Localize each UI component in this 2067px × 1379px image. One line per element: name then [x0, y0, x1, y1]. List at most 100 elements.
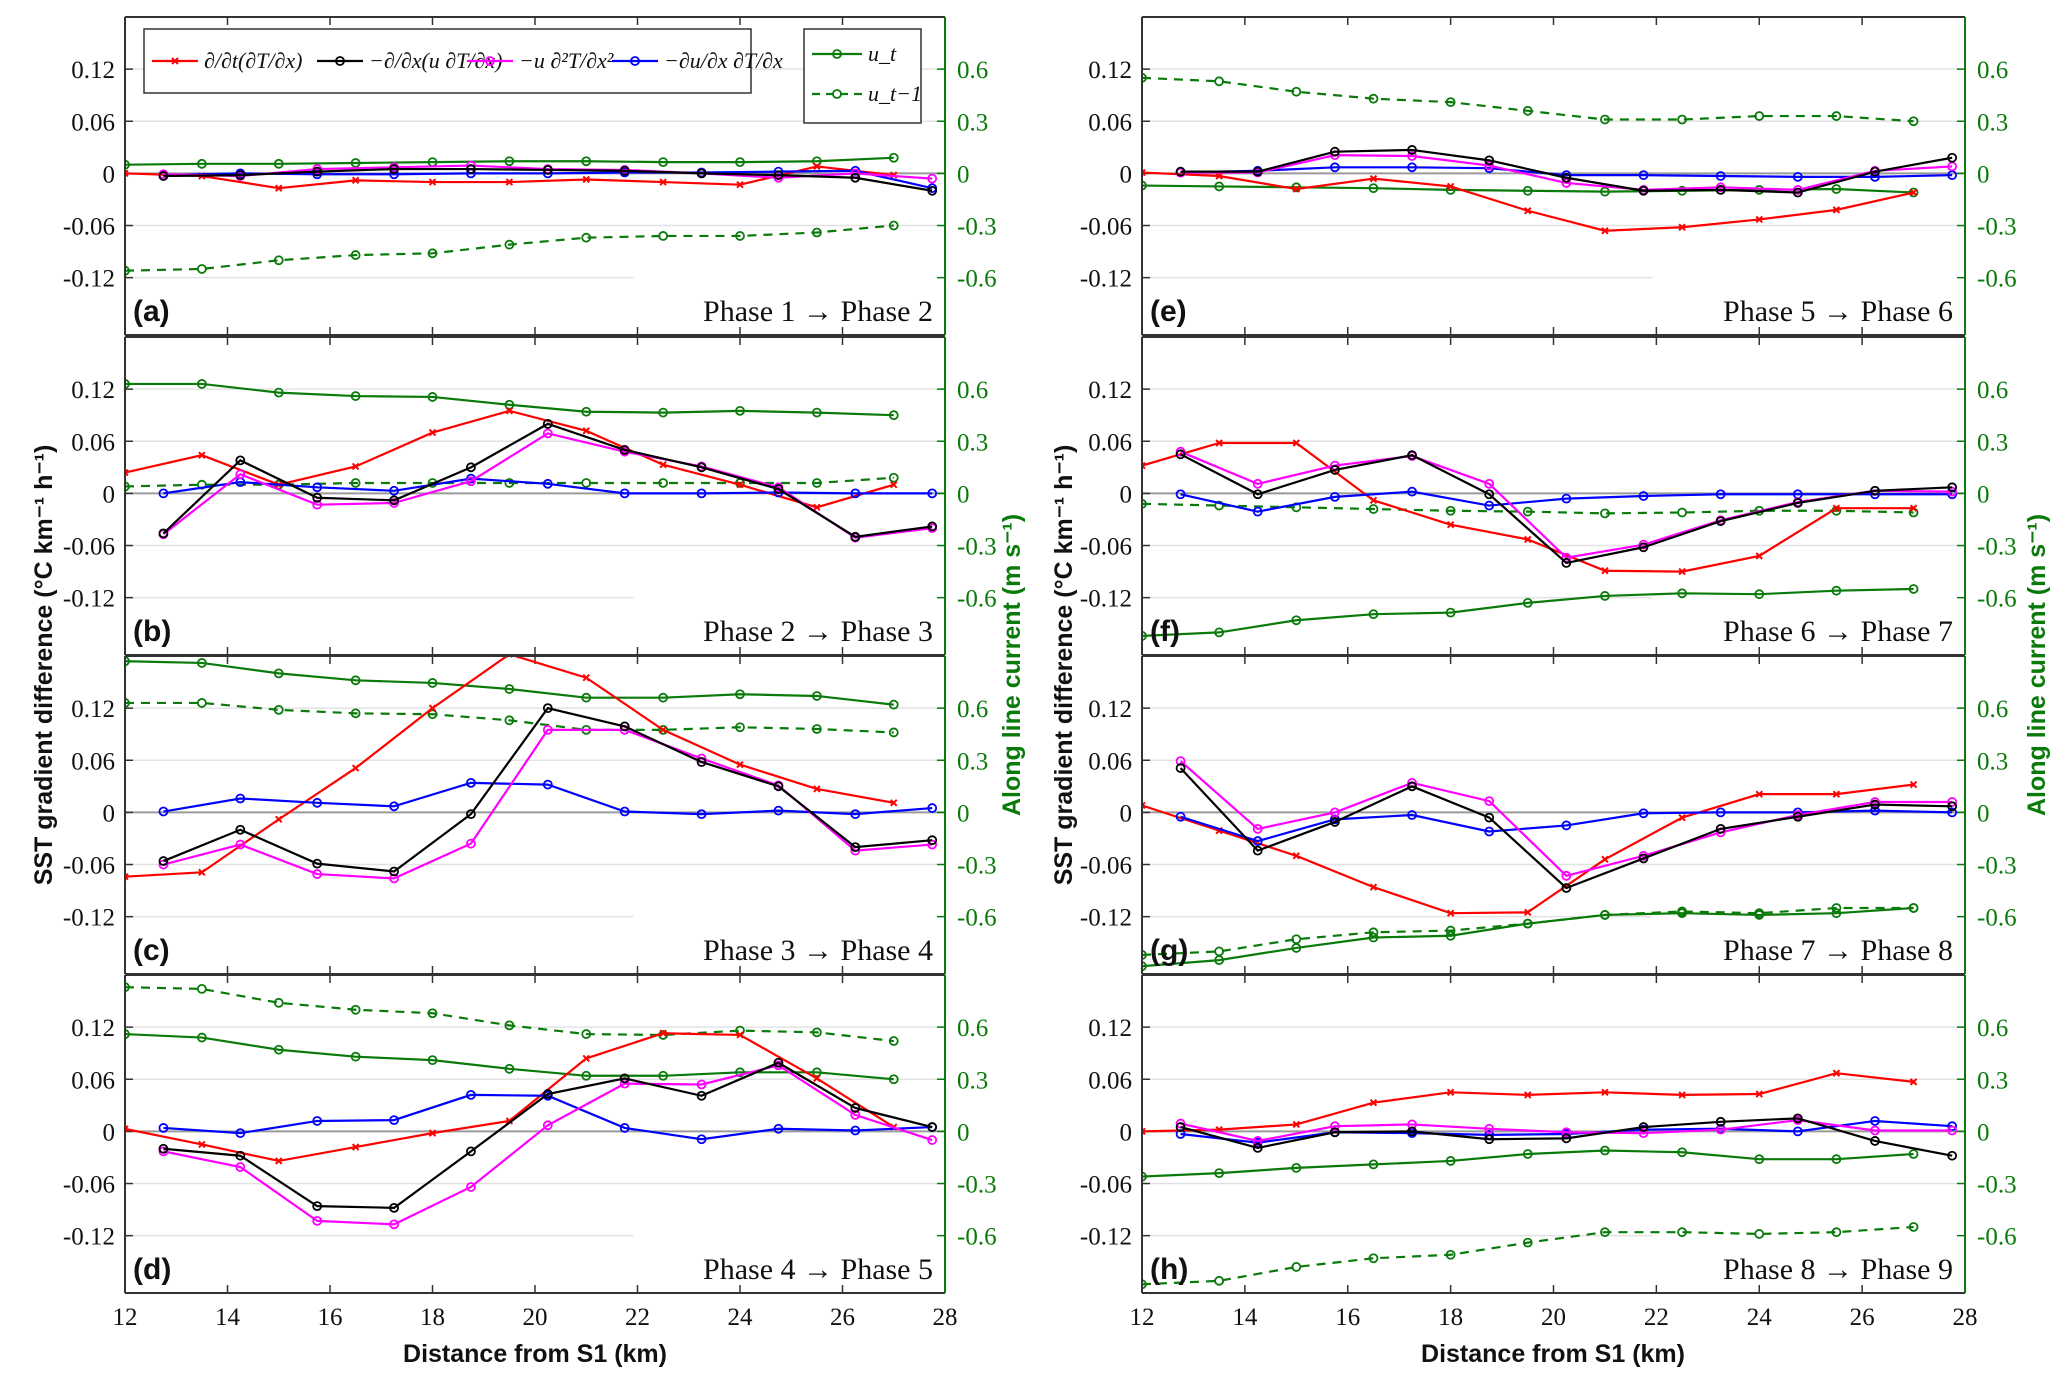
- legend-label-shear: −∂u/∂x ∂T/∂x: [664, 48, 783, 73]
- data-point-shear: [1407, 486, 1417, 497]
- data-point-ut1: [350, 1004, 361, 1015]
- data-point-ut: [273, 1044, 284, 1055]
- y-tick-label-left: -0.06: [1080, 853, 1132, 880]
- data-point-ut: [504, 156, 515, 167]
- panel-letter: (h): [1150, 1253, 1188, 1286]
- series-line-shear: [163, 781, 933, 816]
- data-point-shear: [312, 482, 323, 493]
- data-point-udiff: [1407, 151, 1417, 161]
- x-tick-label: 24: [1747, 1304, 1773, 1331]
- data-point-dTdt: [1292, 1120, 1301, 1129]
- data-point-shear: [927, 488, 938, 499]
- y-tick-label-left: 0.06: [1088, 1067, 1132, 1094]
- panel-d: 0.12 0.6 0.06 0.3 0 0 -0.06 -0.3 -0.12 -0.6 12 14 16…: [63, 974, 997, 1331]
- axis-titles: SST gradient difference (°C km⁻¹ h⁻¹) SS…: [30, 445, 2051, 1368]
- legend-label-ut1: u_t−1: [868, 81, 922, 106]
- data-point-ut: [735, 157, 745, 167]
- y-tick-label-right: -0.6: [1977, 266, 2017, 293]
- data-point-adv: [1870, 166, 1880, 177]
- data-point-dTdt: [1292, 439, 1301, 447]
- data-point-ut: [504, 1063, 515, 1074]
- data-point-ut: [350, 158, 361, 168]
- data-point-shear: [1561, 820, 1572, 831]
- data-point-shear: [542, 779, 553, 790]
- data-point-ut1: [1908, 116, 1919, 127]
- data-point-dTdt: [1292, 852, 1301, 860]
- data-point-adv: [1329, 146, 1340, 157]
- panel-e: 0.12 0.6 0.06 0.3 0 0 -0.06 -0.3 -0.12 -0.6 (e) Pha…: [1080, 16, 2017, 336]
- data-point-adv: [312, 1201, 323, 1212]
- data-point-ut: [504, 684, 515, 694]
- series-line-ut1: [125, 701, 894, 734]
- data-point-ut1: [888, 727, 899, 738]
- y-tick-label-right: 0.3: [1977, 429, 2008, 456]
- panel-letter: (a): [133, 295, 170, 328]
- data-point-ut: [350, 675, 361, 686]
- legend-marker-udiff: [485, 56, 495, 66]
- data-point-shear: [1715, 807, 1726, 818]
- data-point-ut: [1600, 186, 1610, 197]
- data-point-adv: [1175, 166, 1186, 177]
- data-point-dTdt: [1909, 1078, 1918, 1086]
- y-tick-label-left: 0: [1120, 800, 1133, 827]
- data-point-dTdt: [1678, 813, 1686, 822]
- data-point-adv: [389, 164, 399, 174]
- y-tick-label-right: 0.3: [1977, 1067, 2008, 1094]
- y-tick-label-left: 0.12: [71, 1015, 115, 1042]
- data-point-adv: [542, 1089, 553, 1099]
- series-line-ut1: [1142, 502, 1914, 515]
- data-point-adv: [312, 492, 323, 503]
- series-line-ut1: [125, 224, 894, 272]
- y-tick-label-left: 0.12: [71, 377, 115, 404]
- y-tick-label-left: -0.12: [63, 1224, 115, 1251]
- data-point-ut1: [581, 232, 592, 243]
- data-point-ut: [1677, 1147, 1687, 1158]
- data-point-ut1: [1600, 114, 1610, 125]
- data-point-adv: [696, 1090, 707, 1101]
- data-point-dTdt: [428, 1129, 437, 1137]
- data-point-adv: [696, 168, 707, 179]
- data-point-ut: [1214, 955, 1225, 965]
- data-point-adv: [1175, 763, 1186, 773]
- data-point-adv: [1252, 489, 1263, 500]
- data-point-ut1: [1142, 1279, 1147, 1290]
- y-tick-label-right: 0: [1977, 161, 1990, 188]
- phase-label: Phase 7 → Phase 8: [1723, 934, 1953, 967]
- y-tick-label-left: -0.06: [63, 853, 115, 880]
- data-point-ut: [1368, 609, 1379, 620]
- data-point-udiff: [696, 1079, 707, 1090]
- data-point-ut1: [811, 478, 822, 488]
- series-group: [125, 152, 938, 276]
- data-point-ut1: [1214, 1275, 1225, 1286]
- data-point-adv: [619, 721, 630, 732]
- series-line-udiff: [1179, 760, 1953, 878]
- data-point-shear: [389, 801, 399, 812]
- y-tick-label-right: 0.3: [1977, 748, 2008, 775]
- series-group: [125, 982, 938, 1230]
- data-point-shear: [389, 169, 399, 180]
- data-point-shear: [696, 488, 707, 499]
- data-point-dTdt: [198, 451, 206, 459]
- data-point-udiff: [1561, 178, 1572, 188]
- data-point-dTdt: [125, 872, 129, 881]
- data-point-dTdt: [1446, 182, 1455, 191]
- data-point-ut1: [1291, 1262, 1302, 1272]
- data-point-dTdt: [1755, 790, 1763, 798]
- data-point-adv: [466, 462, 476, 473]
- data-point-dTdt: [659, 178, 667, 186]
- data-point-dTdt: [351, 462, 360, 471]
- data-point-dTdt: [1369, 174, 1378, 183]
- data-point-ut1: [1142, 498, 1147, 509]
- data-point-adv: [850, 531, 861, 542]
- y-tick-label-left: -0.12: [63, 586, 115, 613]
- data-point-adv: [389, 495, 399, 506]
- data-point-ut1: [196, 984, 207, 994]
- x-tick-label: 22: [1644, 1304, 1669, 1331]
- y-tick-label-right: -0.6: [1977, 1224, 2017, 1251]
- series-group: [1142, 439, 1958, 641]
- data-point-adv: [1252, 845, 1263, 856]
- phase-label: Phase 6 → Phase 7: [1723, 615, 1953, 648]
- series-line-ut1: [1142, 76, 1914, 123]
- data-point-ut: [1677, 588, 1687, 599]
- y-axis-title-right-left-column: Along line current (m s⁻¹): [998, 514, 1026, 816]
